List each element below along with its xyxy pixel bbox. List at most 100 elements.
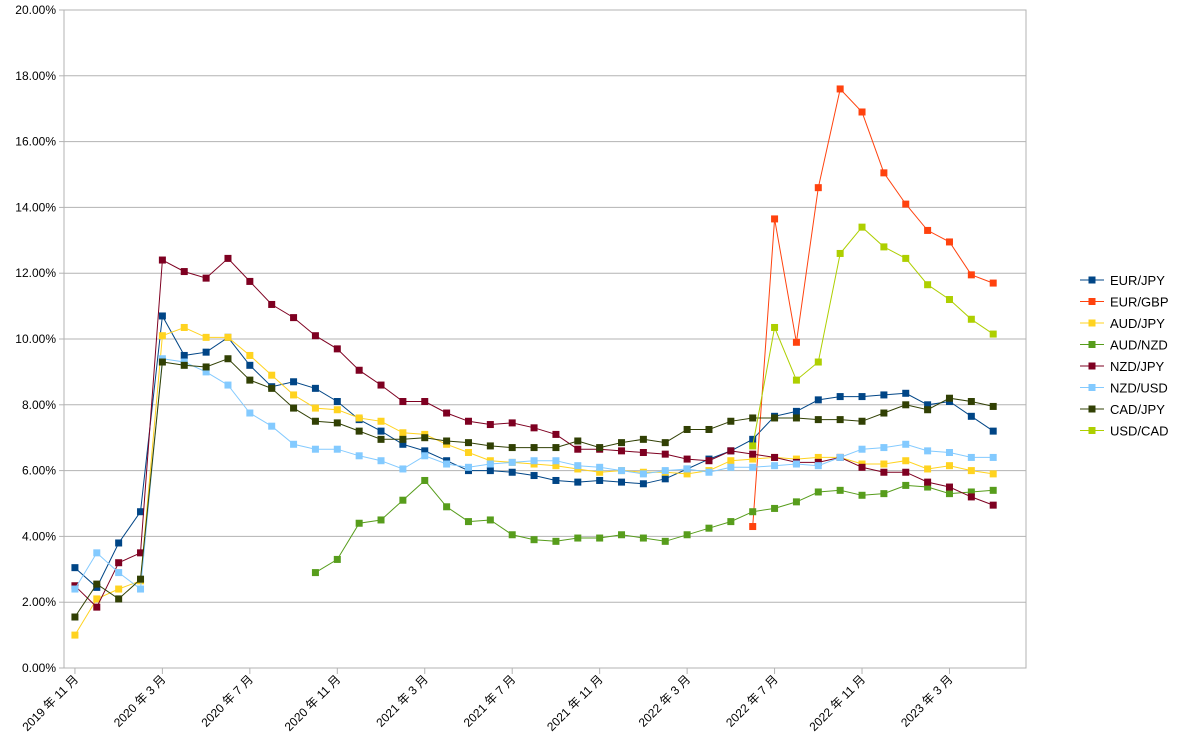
y-axis: 0.00% 2.00% 4.00% 6.00% 8.00% 10.00% 12.00% 14.…	[15, 3, 64, 675]
data-point	[814, 453, 822, 461]
data-point	[486, 467, 494, 475]
data-point	[880, 444, 888, 452]
data-point	[290, 314, 298, 322]
data-point	[639, 480, 647, 488]
data-point	[552, 462, 560, 470]
data-point	[880, 490, 888, 498]
x-tick-label: 2022 年 3 月	[636, 672, 694, 730]
data-point	[814, 416, 822, 424]
data-point	[902, 401, 910, 409]
data-point	[705, 425, 713, 433]
data-point	[945, 462, 953, 470]
data-point	[333, 445, 341, 453]
data-point	[268, 300, 276, 308]
data-point	[814, 358, 822, 366]
data-point	[486, 460, 494, 468]
data-point	[771, 215, 779, 223]
data-point	[924, 401, 932, 409]
data-point	[355, 414, 363, 422]
data-point	[880, 243, 888, 251]
data-point	[989, 279, 997, 287]
data-point	[508, 531, 516, 539]
data-point	[399, 429, 407, 437]
series-aud-jpy	[71, 323, 997, 639]
data-point	[705, 457, 713, 465]
data-point	[399, 435, 407, 443]
y-tick-label: 2.00%	[22, 595, 56, 609]
data-point	[202, 333, 210, 341]
data-point	[180, 268, 188, 276]
data-point	[530, 444, 538, 452]
data-point	[508, 458, 516, 466]
data-point	[311, 332, 319, 340]
data-point	[333, 419, 341, 427]
data-point	[836, 249, 844, 257]
x-tick-label: 2023 年 3 月	[898, 672, 956, 730]
legend-label: NZD/JPY	[1110, 359, 1165, 374]
data-point	[399, 398, 407, 406]
data-point	[486, 516, 494, 524]
data-point	[530, 536, 538, 544]
data-point	[989, 453, 997, 461]
data-point	[661, 439, 669, 447]
data-point	[158, 256, 166, 264]
data-point	[792, 414, 800, 422]
data-point	[421, 452, 429, 460]
data-point	[967, 315, 975, 323]
data-point	[661, 475, 669, 483]
legend-marker	[1088, 276, 1096, 284]
data-point	[683, 425, 691, 433]
series-line	[74, 358, 994, 618]
data-point	[377, 381, 385, 389]
series-eur-jpy	[71, 312, 997, 591]
data-point	[618, 447, 626, 455]
data-point	[749, 508, 757, 516]
legend-marker	[1088, 298, 1096, 305]
x-tick-label: 2020 年 7 月	[198, 672, 256, 730]
data-point	[508, 444, 516, 452]
data-point	[552, 457, 560, 465]
data-point	[749, 450, 757, 458]
data-point	[158, 312, 166, 320]
legend-item: EUR/GBP	[1080, 295, 1169, 310]
data-point	[137, 585, 145, 593]
data-point	[202, 348, 210, 356]
data-point	[574, 445, 582, 453]
data-point	[355, 366, 363, 374]
data-point	[333, 345, 341, 353]
legend-label: CAD/JPY	[1110, 402, 1165, 417]
data-point	[749, 463, 757, 471]
data-point	[749, 435, 757, 443]
data-point	[902, 200, 910, 208]
legend-marker	[1088, 362, 1096, 370]
data-point	[661, 450, 669, 458]
data-point	[792, 407, 800, 415]
data-point	[464, 439, 472, 447]
data-point	[639, 435, 647, 443]
data-point	[945, 490, 953, 498]
data-point	[202, 274, 210, 282]
data-point	[836, 416, 844, 424]
data-point	[333, 555, 341, 563]
data-point	[880, 391, 888, 399]
data-point	[902, 457, 910, 465]
series-line	[752, 87, 994, 527]
legend-item: NZD/USD	[1080, 381, 1168, 396]
data-point	[749, 523, 757, 531]
data-point	[596, 463, 604, 471]
data-point	[945, 449, 953, 457]
data-point	[967, 493, 975, 501]
data-point	[71, 585, 79, 593]
x-axis: 2019 年 11 月 2020 年 3 月 2020 年 7 月 2020 年 11…	[19, 668, 956, 734]
x-tick-label: 2022 年 7 月	[723, 672, 781, 730]
data-point	[421, 476, 429, 484]
data-point	[290, 378, 298, 386]
data-point	[224, 254, 232, 262]
data-point	[268, 384, 276, 392]
series-line	[74, 257, 994, 608]
data-point	[137, 575, 145, 583]
data-point	[771, 504, 779, 512]
data-point	[421, 398, 429, 406]
data-point	[530, 457, 538, 465]
